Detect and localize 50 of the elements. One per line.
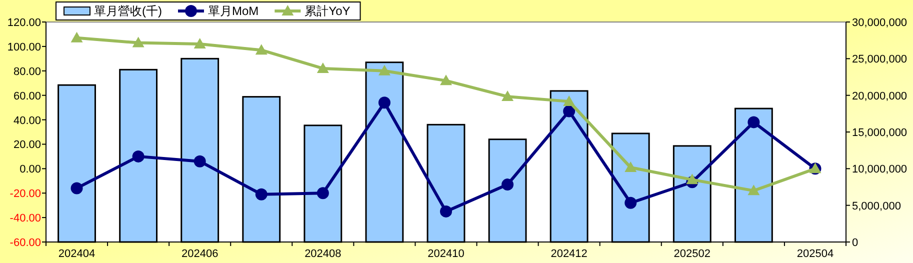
point xyxy=(378,64,390,76)
y-tick-label: -40.00 xyxy=(10,212,41,225)
x-tick-label: 202408 xyxy=(304,248,342,260)
y2-tick-label: 30,000,000 xyxy=(852,17,908,29)
x-tick-label: 202504 xyxy=(796,248,834,260)
y2-tick-label: 15,000,000 xyxy=(852,127,908,139)
point xyxy=(316,187,329,200)
x-tick-label: 202404 xyxy=(58,248,96,260)
point xyxy=(316,62,329,73)
y-tick-label: -20.00 xyxy=(10,188,41,200)
point xyxy=(70,32,83,42)
y-tick-label: 80.00 xyxy=(13,66,41,78)
point xyxy=(255,188,268,200)
point xyxy=(502,90,514,102)
point xyxy=(440,74,452,86)
y-tick-label: 60.00 xyxy=(13,90,41,102)
legend-label: 單月營收(千) xyxy=(94,4,162,18)
y2-tick-label: 0 xyxy=(852,237,858,249)
point xyxy=(132,150,144,162)
y-tick-label: 40.00 xyxy=(13,114,41,127)
y-tick-label: 120.00 xyxy=(7,17,41,29)
point xyxy=(563,95,576,106)
point xyxy=(132,36,144,48)
x-tick-label: 202502 xyxy=(674,248,711,260)
point xyxy=(748,184,760,196)
point xyxy=(70,182,83,194)
point xyxy=(440,205,452,218)
point xyxy=(502,178,514,191)
y-tick-label: 100.00 xyxy=(7,41,41,54)
point xyxy=(255,44,268,55)
y2-tick-label: 5,000,000 xyxy=(852,200,901,212)
legend-label: 單月MoM xyxy=(208,4,259,18)
y2-tick-label: 20,000,000 xyxy=(852,90,908,102)
point xyxy=(563,105,576,118)
point xyxy=(686,174,698,184)
point xyxy=(378,96,390,109)
y-tick-label: 0.00 xyxy=(20,164,41,176)
x-tick-label: 202412 xyxy=(550,248,588,260)
legend-label: 累計YoY xyxy=(304,4,350,18)
point xyxy=(624,196,637,209)
y2-tick-label: 25,000,000 xyxy=(852,54,908,66)
x-tick-label: 202406 xyxy=(181,248,218,260)
x-tick-label: 202410 xyxy=(428,248,464,260)
y2-tick-label: 10,000,000 xyxy=(852,164,908,176)
point xyxy=(194,38,206,48)
y-tick-label: -60.00 xyxy=(10,237,41,249)
point xyxy=(624,161,637,172)
point xyxy=(194,155,206,168)
point xyxy=(748,116,760,128)
y-tick-label: 20.00 xyxy=(13,139,41,152)
